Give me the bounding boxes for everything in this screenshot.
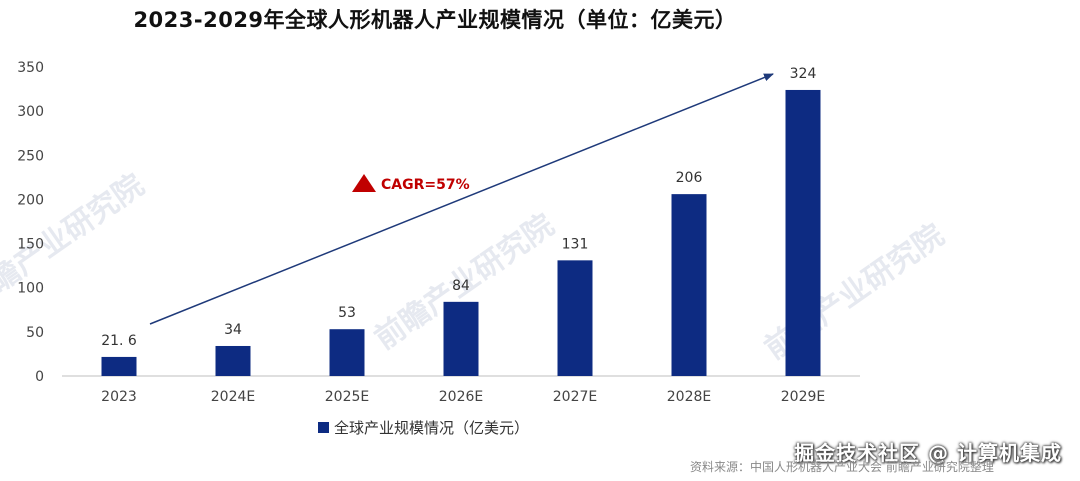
- y-tick-label: 100: [17, 281, 44, 297]
- y-tick-label: 0: [35, 369, 44, 385]
- data-label: 84: [452, 278, 470, 294]
- y-tick-label: 50: [26, 325, 44, 341]
- data-label: 21. 6: [101, 333, 137, 349]
- data-label: 53: [338, 305, 356, 321]
- legend-label: 全球产业规模情况（亿美元）: [334, 419, 529, 437]
- x-tick-label: 2023: [101, 389, 137, 405]
- y-tick-label: 200: [17, 192, 44, 208]
- bar: [557, 260, 593, 376]
- bar: [101, 356, 137, 376]
- data-label: 34: [224, 322, 242, 338]
- chart-title: 2023-2029年全球人形机器人产业规模情况（单位：亿美元）: [133, 8, 737, 32]
- bar: [785, 89, 821, 376]
- trend-arrow: [149, 73, 774, 325]
- data-label: 131: [562, 236, 589, 252]
- x-tick-label: 2025E: [325, 389, 369, 405]
- y-tick-label: 250: [17, 148, 44, 164]
- watermark-credit: 掘金技术社区 @ 计算机集成: [794, 441, 1062, 465]
- y-tick-label: 350: [17, 60, 44, 76]
- y-axis: 0 50 100 150 200 250 300 350: [17, 60, 44, 385]
- x-tick-label: 2027E: [553, 389, 597, 405]
- cagr-label: CAGR=57%: [381, 177, 470, 193]
- bar: [329, 329, 365, 376]
- cagr-triangle-icon: [352, 174, 376, 192]
- y-tick-label: 150: [17, 237, 44, 253]
- bar: [443, 301, 479, 376]
- source-note: 资料来源：中国人形机器人产业大会 前瞻产业研究院整理: [690, 460, 994, 474]
- bars: 21. 6 34 53 84 131 206 324: [101, 66, 821, 376]
- bar: [671, 194, 707, 376]
- y-tick-label: 300: [17, 104, 44, 120]
- x-tick-label: 2028E: [667, 389, 711, 405]
- data-label: 206: [676, 170, 703, 186]
- legend-swatch: [318, 422, 329, 433]
- data-label: 324: [790, 66, 817, 82]
- bar: [215, 345, 251, 376]
- x-axis: 2023 2024E 2025E 2026E 2027E 2028E 2029E: [101, 389, 825, 405]
- legend: 全球产业规模情况（亿美元）: [318, 419, 529, 437]
- x-tick-label: 2029E: [781, 389, 825, 405]
- x-tick-label: 2026E: [439, 389, 483, 405]
- x-tick-label: 2024E: [211, 389, 255, 405]
